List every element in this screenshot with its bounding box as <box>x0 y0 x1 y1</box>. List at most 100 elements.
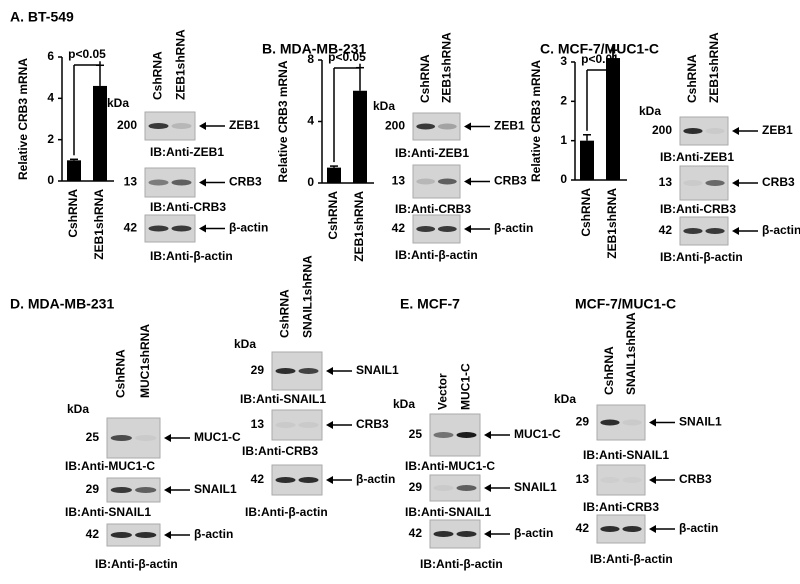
protein-label: SNAIL1 <box>194 482 237 496</box>
kda-unit: kDa <box>234 337 256 351</box>
ib-label: IB:Anti-SNAIL1 <box>405 505 491 519</box>
bar <box>67 160 81 181</box>
blot-membrane <box>412 112 461 141</box>
protein-label: β-actin <box>229 221 268 235</box>
ib-label: IB:Anti-MUC1-C <box>65 459 155 473</box>
lane-label: CshRNA <box>151 51 165 100</box>
kda-label: 42 <box>124 221 138 235</box>
lane-label: ZEB1shRNA <box>707 32 721 103</box>
y-axis-label: Relative CRB3 mRNA <box>276 60 290 182</box>
lane-label: SNAIL1shRNA <box>301 255 315 338</box>
blot-band <box>110 435 132 441</box>
x-tick-label: ZEB1shRNA <box>92 189 106 260</box>
lane-label: ZEB1shRNA <box>174 29 188 100</box>
y-axis-label: Relative CRB3 mRNA <box>16 58 30 180</box>
protein-label: CRB3 <box>494 174 527 188</box>
blot-band <box>705 228 725 234</box>
kda-unit: kDa <box>393 397 415 411</box>
protein-label: SNAIL1 <box>514 480 557 494</box>
blot-band <box>148 225 169 232</box>
lane-label: CshRNA <box>113 349 127 398</box>
y-axis-label: Relative CRB3 mRNA <box>529 60 543 182</box>
y-tick-label: 2 <box>47 132 54 146</box>
y-tick-label: 4 <box>307 114 314 128</box>
kda-unit: kDa <box>107 96 129 110</box>
blot-band <box>171 123 192 129</box>
arrow-head <box>464 177 471 186</box>
kda-unit: kDa <box>373 99 395 113</box>
kda-unit: kDa <box>554 392 576 406</box>
kda-label: 42 <box>392 221 406 235</box>
ib-label: IB:Anti-β-actin <box>395 248 478 262</box>
protein-label: ZEB1 <box>229 118 260 132</box>
x-tick-label: ZEB1shRNA <box>352 191 366 262</box>
blot-band <box>275 477 296 483</box>
protein-label: β-actin <box>194 527 233 541</box>
protein-label: ZEB1 <box>762 123 793 137</box>
blot-membrane <box>106 523 161 547</box>
ib-label: IB:Anti-CRB3 <box>150 200 226 214</box>
ib-label: IB:Anti-ZEB1 <box>395 146 469 160</box>
protein-label: β-actin <box>762 223 800 237</box>
blot-band <box>622 477 641 483</box>
protein-label: ZEB1 <box>494 119 525 133</box>
panel-title: D. MDA-MB-231 <box>10 296 114 312</box>
blot-band <box>705 180 725 186</box>
panel-title: MCF-7/MUC1-C <box>575 296 676 312</box>
arrow-head <box>732 179 739 187</box>
kda-unit: kDa <box>67 402 89 416</box>
x-tick-label: ZEB1shRNA <box>605 188 619 259</box>
bar <box>93 85 107 181</box>
arrow-head <box>649 476 656 484</box>
y-tick-label: 0 <box>560 172 567 186</box>
arrow-head <box>164 434 171 442</box>
bar <box>353 90 367 183</box>
protein-label: β-actin <box>356 472 395 486</box>
ib-label: IB:Anti-CRB3 <box>395 202 471 216</box>
arrow-head <box>732 227 739 235</box>
blot-band <box>437 226 457 232</box>
ib-label: IB:Anti-MUC1-C <box>405 459 495 473</box>
blot-band <box>171 179 192 186</box>
blot-band <box>275 368 296 374</box>
kda-label: 29 <box>409 480 423 494</box>
y-tick-label: 6 <box>47 49 54 63</box>
blot-band <box>683 228 703 234</box>
protein-label: MUC1-C <box>194 430 241 444</box>
ib-label: IB:Anti-β-actin <box>95 557 178 571</box>
ib-label: IB:Anti-β-actin <box>420 557 503 571</box>
protein-label: β-actin <box>494 221 533 235</box>
arrow-head <box>199 122 206 130</box>
y-tick-label: 4 <box>47 91 54 105</box>
y-tick-label: 3 <box>560 54 567 68</box>
lane-label: MUC1-C <box>459 363 473 410</box>
bar <box>327 167 341 183</box>
kda-label: 29 <box>576 415 590 429</box>
ib-label: IB:Anti-β-actin <box>245 505 328 519</box>
ib-label: IB:Anti-CRB3 <box>660 202 736 216</box>
protein-label: β-actin <box>679 521 718 535</box>
kda-label: 13 <box>576 472 590 486</box>
kda-label: 42 <box>659 223 673 237</box>
blot-band <box>416 226 436 232</box>
bar <box>580 140 594 180</box>
kda-label: 29 <box>251 363 265 377</box>
kda-label: 29 <box>86 482 100 496</box>
protein-label: CRB3 <box>356 417 389 431</box>
blot-band <box>416 123 436 130</box>
kda-label: 25 <box>409 427 423 441</box>
bar <box>606 58 620 180</box>
x-tick-label: CshRNA <box>66 189 80 238</box>
lane-label: CshRNA <box>418 54 432 103</box>
y-tick-label: 0 <box>47 173 54 187</box>
blot-band <box>437 123 457 130</box>
kda-label: 13 <box>392 174 406 188</box>
arrow-head <box>732 127 739 135</box>
ib-label: IB:Anti-ZEB1 <box>660 150 734 164</box>
protein-label: CRB3 <box>229 175 262 189</box>
panel-title: A. BT-549 <box>10 9 74 25</box>
lane-label: CshRNA <box>278 289 292 338</box>
blot-band <box>433 485 454 491</box>
kda-label: 42 <box>251 472 265 486</box>
arrow-head <box>164 486 171 494</box>
